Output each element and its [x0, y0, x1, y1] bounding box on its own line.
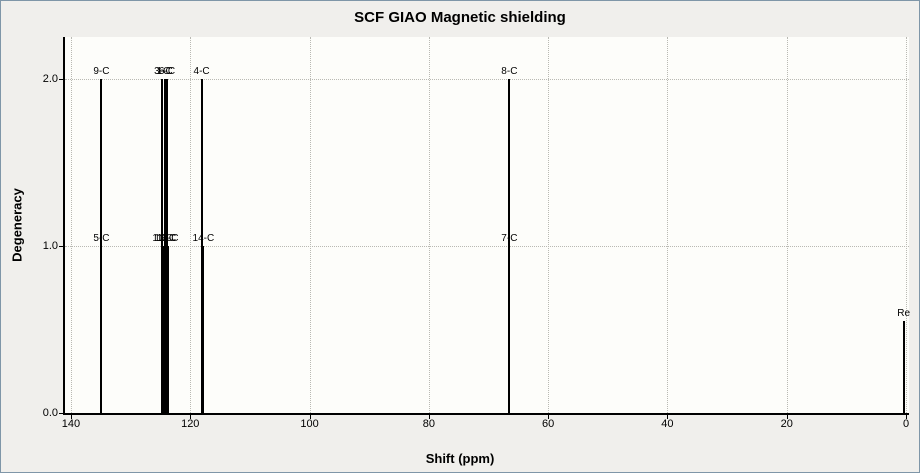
x-tick-label: 140 [61, 418, 81, 430]
y-tick-label: 2.0 [42, 72, 58, 85]
x-axis-tick [667, 415, 669, 419]
peak-line [161, 245, 164, 413]
x-tick-label: 100 [300, 418, 319, 430]
peak-label: Re [897, 308, 911, 320]
y-axis-tick [59, 413, 63, 414]
grid-line-horizontal [65, 245, 909, 247]
x-axis-tick [906, 415, 908, 419]
peak-line [200, 78, 203, 413]
x-tick-label: 120 [181, 418, 200, 430]
x-tick-label: 20 [780, 418, 793, 430]
x-tick-label: 80 [422, 418, 435, 430]
x-axis-label: Shift (ppm) [425, 451, 495, 466]
peak-label: 6-C [158, 65, 176, 77]
y-axis-tick [59, 78, 63, 80]
x-tick-label: 40 [661, 418, 674, 430]
peak-label: 4-C [193, 65, 210, 77]
peak-label: 5-C [93, 232, 110, 244]
peak-label: 13-C [156, 232, 179, 244]
grid-line-vertical [428, 37, 430, 413]
peak-line [902, 321, 905, 413]
peak-label: 3-C [154, 65, 171, 77]
x-tick-label: 60 [542, 418, 555, 430]
peak-line [100, 245, 103, 413]
x-axis-tick [548, 415, 550, 419]
y-tick-label: 0.0 [42, 407, 58, 419]
grid-line-vertical [906, 37, 908, 413]
grid-line-vertical [70, 37, 72, 413]
x-axis-tick [190, 415, 192, 419]
plot-area: 140 120 100 80 60 40 20 0 0.0 1.0 2.0 9-C 5-C 3-C 1-C 6… [43, 37, 911, 430]
x-axis-tick [428, 415, 430, 419]
grid-line-vertical [190, 37, 192, 413]
y-axis-label: Degeneracy [9, 188, 25, 262]
x-axis-tick [70, 415, 72, 419]
peak-label: 12-C [154, 232, 177, 244]
peak-label: 7-C [501, 232, 518, 244]
y-tick-label: 1.0 [42, 239, 58, 252]
grid-line-vertical [548, 37, 550, 413]
peak-line [164, 245, 167, 413]
peak-label: 9-C [93, 65, 110, 77]
grid-line-vertical [309, 37, 311, 413]
x-axis-tick [309, 415, 311, 419]
grid-line-horizontal [65, 78, 909, 80]
peak-line [166, 245, 169, 413]
grid-line-vertical [667, 37, 669, 413]
y-axis-tick [59, 245, 63, 247]
peak-line [508, 245, 511, 413]
peak-label: 8-C [501, 65, 518, 77]
peak-line [202, 245, 205, 413]
x-axis-tick [786, 415, 788, 419]
peak-label: 11-C [152, 232, 174, 244]
chart-title: SCF GIAO Magnetic shielding [354, 9, 566, 26]
x-tick-label: 0 [902, 418, 910, 430]
peak-label: 14-C [192, 232, 215, 244]
grid-line-vertical [786, 37, 788, 413]
peak-label: 1-C [156, 65, 173, 77]
